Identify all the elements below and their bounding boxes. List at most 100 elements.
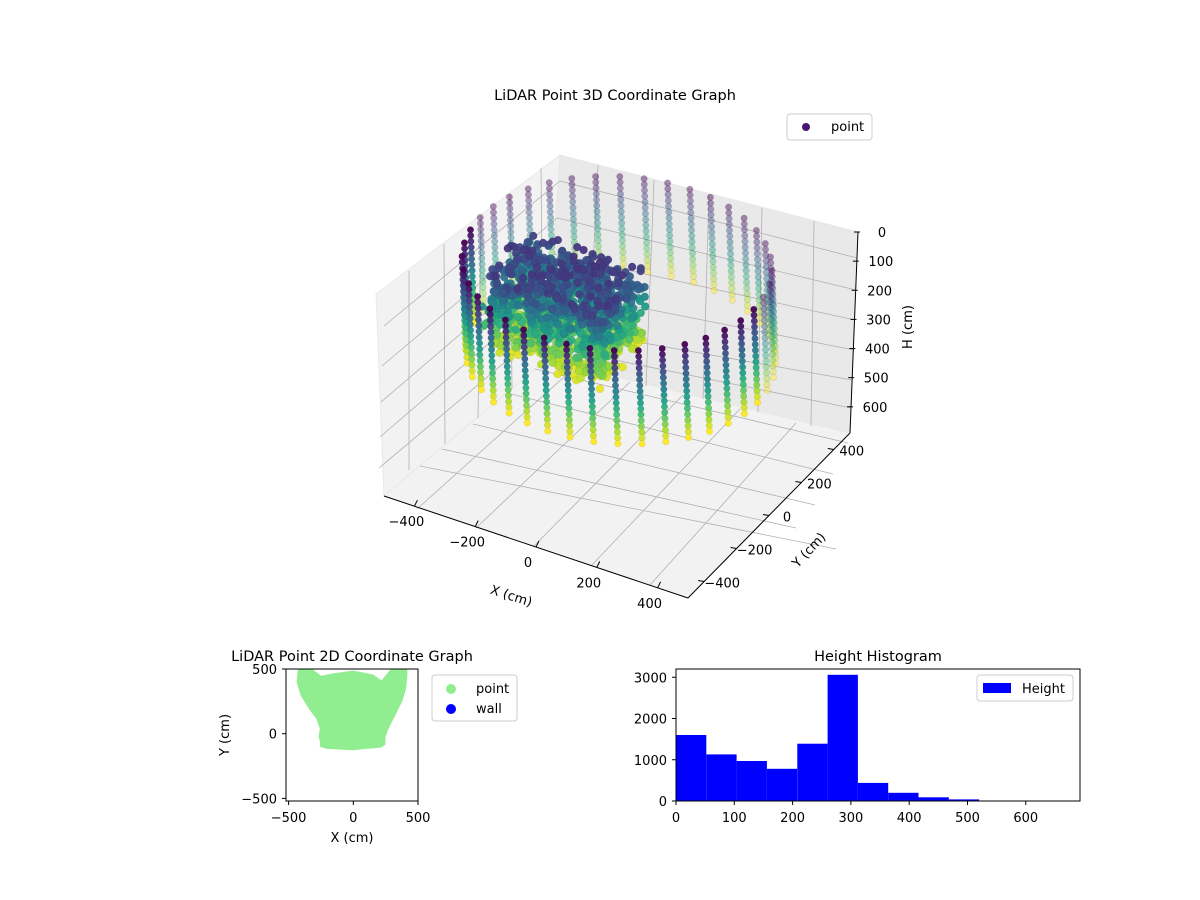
- point-cloud-2d: [296, 669, 408, 751]
- point-marker: [565, 410, 573, 418]
- point-marker: [754, 399, 762, 407]
- point-marker: [690, 279, 698, 287]
- point-marker: [527, 270, 537, 279]
- point-marker: [513, 284, 522, 293]
- point-marker: [572, 264, 582, 273]
- point-marker: [637, 411, 645, 419]
- point-marker: [520, 332, 528, 340]
- point-marker: [467, 237, 475, 245]
- point-marker: [526, 312, 535, 322]
- point-marker: [756, 314, 764, 322]
- point-marker: [465, 297, 473, 305]
- point-marker: [529, 231, 538, 241]
- point-marker: [762, 346, 770, 354]
- point-marker: [525, 208, 533, 216]
- point-marker: [641, 198, 649, 206]
- point-marker: [640, 175, 648, 183]
- point-marker: [755, 291, 763, 299]
- histogram-bar: [736, 761, 767, 801]
- point-marker: [504, 380, 512, 388]
- point-marker: [587, 318, 596, 328]
- point-marker: [479, 272, 487, 280]
- point-marker: [520, 343, 528, 351]
- point-marker: [643, 256, 651, 264]
- point-marker: [688, 232, 696, 240]
- point-marker: [627, 313, 637, 323]
- legend-3d: point: [786, 113, 873, 141]
- point-marker: [686, 197, 694, 205]
- point-marker: [477, 243, 485, 251]
- chart-3d: −400 −200 0 200 400 −400 −200 0 200 400 0 100 200 300…: [375, 88, 916, 612]
- h-axis-line: [849, 231, 859, 434]
- point-marker: [570, 304, 579, 313]
- point-marker: [765, 321, 773, 329]
- point-marker: [524, 185, 532, 193]
- point-marker: [547, 225, 555, 233]
- y-tick-label-2d: −500: [241, 792, 277, 807]
- legend-histogram-swatch: [983, 683, 1011, 693]
- h-tick-label-3d: 600: [863, 401, 888, 416]
- point-marker: [635, 296, 645, 306]
- point-marker: [569, 215, 577, 223]
- x-tick-label-histogram: 400: [897, 811, 922, 826]
- point-marker: [609, 268, 618, 277]
- point-marker: [723, 390, 731, 398]
- point-marker: [721, 338, 729, 346]
- point-marker: [467, 344, 475, 352]
- point-marker: [659, 362, 667, 370]
- point-marker: [755, 285, 763, 293]
- point-marker: [574, 366, 584, 376]
- point-marker: [666, 231, 674, 239]
- point-marker: [467, 338, 475, 346]
- point-marker: [770, 346, 778, 354]
- point-marker: [644, 268, 652, 276]
- point-marker: [487, 340, 495, 348]
- point-marker: [477, 368, 485, 376]
- point-marker: [477, 237, 485, 245]
- point-marker: [728, 279, 736, 287]
- point-marker: [708, 234, 716, 242]
- point-marker: [490, 398, 498, 406]
- point-marker: [614, 434, 622, 442]
- point-marker: [723, 379, 731, 387]
- point-marker: [707, 205, 715, 213]
- point-marker: [490, 226, 498, 234]
- point-marker: [661, 409, 669, 417]
- point-marker: [586, 292, 595, 301]
- point-marker: [495, 348, 504, 357]
- point-marker: [523, 419, 531, 427]
- point-marker: [523, 407, 531, 415]
- point-marker: [664, 179, 672, 187]
- point-marker: [766, 280, 774, 288]
- point-marker: [768, 350, 776, 358]
- point-marker: [619, 254, 627, 262]
- point-marker: [636, 266, 645, 276]
- point-marker: [666, 243, 674, 251]
- point-marker: [587, 362, 595, 370]
- point-marker: [755, 296, 763, 304]
- point-marker: [466, 303, 474, 311]
- point-marker: [594, 225, 602, 233]
- point-marker: [491, 243, 499, 251]
- point-marker: [769, 302, 777, 310]
- point-marker: [612, 382, 620, 390]
- point-marker: [614, 278, 623, 288]
- point-marker: [709, 246, 717, 254]
- point-marker: [743, 296, 751, 304]
- histogram-bar: [766, 768, 798, 801]
- point-marker: [595, 384, 605, 393]
- y-tick-3d: [730, 547, 737, 549]
- point-marker: [637, 422, 645, 430]
- point-marker: [543, 415, 551, 423]
- point-marker: [728, 296, 736, 304]
- point-marker: [476, 351, 484, 359]
- histogram-bar: [706, 754, 737, 801]
- point-marker: [751, 329, 759, 337]
- point-marker: [709, 269, 717, 277]
- point-marker: [479, 289, 487, 297]
- point-marker: [753, 244, 761, 252]
- point-marker: [727, 273, 735, 281]
- point-marker: [762, 257, 770, 265]
- point-marker: [638, 440, 646, 448]
- point-marker: [486, 305, 494, 313]
